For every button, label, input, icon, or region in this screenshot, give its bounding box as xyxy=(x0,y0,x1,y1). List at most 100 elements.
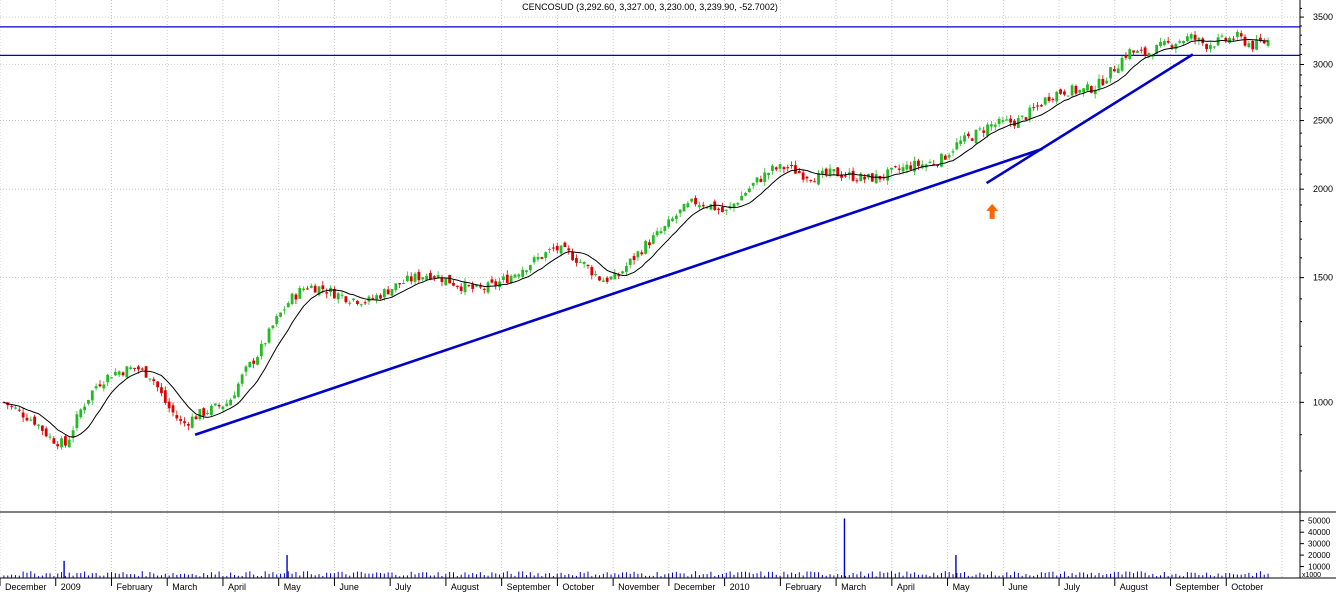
candle-body xyxy=(970,138,974,141)
candle-body xyxy=(225,403,229,407)
trendline-long xyxy=(194,147,1043,436)
candle-body xyxy=(79,409,83,418)
candle-body xyxy=(14,407,17,409)
candle-body xyxy=(513,274,517,278)
candle-body xyxy=(37,424,40,426)
candle-body xyxy=(555,245,559,251)
candle-body xyxy=(905,164,909,170)
candle-body xyxy=(1039,105,1043,107)
candle-body xyxy=(233,395,236,399)
candle-body xyxy=(475,285,478,287)
candle-body xyxy=(732,203,736,208)
candle-body xyxy=(455,285,459,287)
x-tick-label: September xyxy=(507,582,551,592)
candle-body xyxy=(1212,46,1216,48)
candle-body xyxy=(1182,40,1185,44)
candle-body xyxy=(486,282,490,293)
candle-body xyxy=(417,271,421,281)
candle-body xyxy=(582,261,586,264)
candle-body xyxy=(344,296,348,303)
candle-body xyxy=(567,248,571,251)
y-tick-label: 1000 xyxy=(1313,397,1333,407)
candle-body xyxy=(548,249,551,251)
candle-body xyxy=(551,247,555,249)
y-tick-label: 2500 xyxy=(1313,116,1333,126)
candle-body xyxy=(763,172,767,182)
x-tick-label: December xyxy=(674,582,716,592)
candle-body xyxy=(321,285,325,290)
candle-body xyxy=(1174,44,1178,49)
candle-body xyxy=(532,257,536,263)
x-tick-label: February xyxy=(785,582,822,592)
candle-body xyxy=(75,414,79,429)
candle-body xyxy=(559,245,563,254)
candle-body xyxy=(202,408,206,416)
candle-body xyxy=(990,124,993,127)
candle-body xyxy=(505,274,509,283)
candle-body xyxy=(940,153,943,167)
candle-body xyxy=(820,170,824,174)
candle-body xyxy=(1155,44,1159,54)
volume-scale-label: x1000 xyxy=(1302,572,1321,579)
candle-body xyxy=(317,286,321,296)
candle-body xyxy=(452,282,455,286)
candle-body xyxy=(436,275,440,279)
candle-body xyxy=(325,292,329,294)
candle-body xyxy=(836,167,840,177)
candle-body xyxy=(982,130,986,133)
candle-body xyxy=(440,278,444,283)
candle-body xyxy=(1239,33,1243,37)
candle-body xyxy=(709,204,713,210)
candle-body xyxy=(621,271,624,274)
candle-body xyxy=(398,283,402,285)
candle-body xyxy=(244,366,248,372)
candle-body xyxy=(874,174,878,184)
candle-body xyxy=(1193,34,1197,40)
candle-body xyxy=(186,424,190,426)
candle-body xyxy=(371,298,375,300)
candle-body xyxy=(890,167,893,170)
candle-body xyxy=(1224,37,1228,41)
moving-average-line xyxy=(3,38,1269,438)
candle-body xyxy=(17,409,21,411)
candle-body xyxy=(256,356,259,365)
x-tick-label: August xyxy=(1120,582,1149,592)
candle-body xyxy=(194,416,198,420)
candle-body xyxy=(943,155,947,160)
candle-body xyxy=(859,173,863,182)
candle-body xyxy=(993,124,997,127)
candle-body xyxy=(1159,41,1162,46)
candle-body xyxy=(87,399,90,404)
candle-body xyxy=(751,182,755,186)
candle-body xyxy=(966,133,970,137)
candle-body xyxy=(1235,31,1239,37)
candle-body xyxy=(94,386,98,389)
candle-body xyxy=(286,303,290,308)
candle-body xyxy=(98,384,102,387)
candle-body xyxy=(29,419,33,421)
candle-body xyxy=(163,390,167,403)
candle-body xyxy=(1205,44,1208,49)
candle-body xyxy=(279,312,282,317)
candle-body xyxy=(1232,38,1235,40)
candle-body xyxy=(705,207,709,209)
candle-body xyxy=(83,406,87,411)
candle-body xyxy=(332,289,336,299)
candle-body xyxy=(1243,36,1247,46)
candle-body xyxy=(348,302,352,304)
x-tick-label: 2010 xyxy=(730,582,750,592)
candle-body xyxy=(175,415,179,419)
candle-body xyxy=(382,289,386,298)
candle-body xyxy=(290,293,294,305)
candle-body xyxy=(236,383,240,397)
candle-body xyxy=(183,421,186,424)
candle-body xyxy=(797,171,801,173)
candle-body xyxy=(229,399,233,406)
candle-body xyxy=(575,258,578,263)
candle-body xyxy=(1047,96,1051,101)
candle-body xyxy=(701,204,705,207)
candle-body xyxy=(525,270,528,272)
candle-body xyxy=(928,161,932,164)
